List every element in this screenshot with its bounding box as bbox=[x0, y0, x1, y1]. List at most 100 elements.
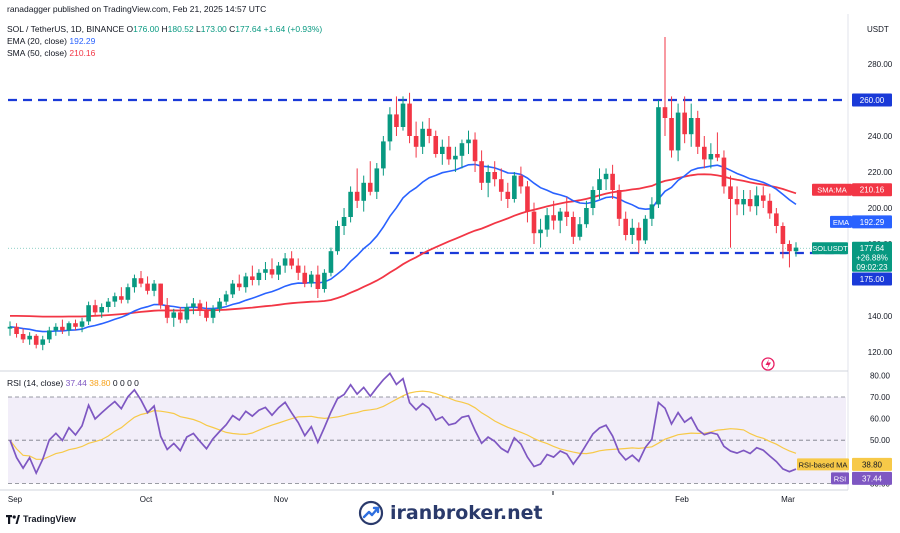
price-tick-label: 140.00 bbox=[868, 312, 893, 321]
candle-body bbox=[361, 182, 366, 201]
candle-body bbox=[629, 227, 635, 235]
rsi-ma-tag-value: 38.80 bbox=[862, 460, 883, 469]
candle-body bbox=[440, 146, 445, 154]
time-tick-label: Sep bbox=[8, 495, 23, 504]
candle-body bbox=[662, 107, 668, 118]
candle-body bbox=[328, 251, 334, 273]
candle-body bbox=[236, 283, 242, 288]
candle-body bbox=[557, 211, 563, 221]
candle-body bbox=[276, 265, 281, 275]
symbol-tag-label: SOLUSDT bbox=[812, 244, 848, 253]
candle-body bbox=[787, 244, 792, 252]
candle-body bbox=[33, 335, 39, 345]
rsi-tag-value: 37.44 bbox=[862, 474, 883, 483]
price-tick-label: 240.00 bbox=[868, 132, 893, 141]
candle-body bbox=[191, 303, 196, 307]
candle-body bbox=[230, 283, 235, 295]
candle-body bbox=[14, 326, 19, 334]
tradingview-icon bbox=[6, 514, 20, 524]
candle-body bbox=[669, 118, 674, 151]
rsi-tag-label-bg bbox=[831, 472, 849, 485]
candle-body bbox=[538, 229, 543, 234]
candle-body bbox=[73, 323, 78, 327]
candle-body bbox=[132, 278, 137, 288]
watermark-chart-icon bbox=[358, 500, 384, 526]
candle-body bbox=[747, 199, 753, 207]
candle-body bbox=[760, 195, 766, 201]
candle-body bbox=[86, 305, 91, 322]
rsi-tick-label: 80.00 bbox=[870, 371, 891, 380]
rsi-legend[interactable]: RSI (14, close) 37.44 38.80 0 0 0 0 bbox=[7, 378, 139, 388]
level-260-tag-bg bbox=[852, 93, 892, 107]
sma-tag-label: SMA:MA bbox=[817, 186, 847, 195]
candle-body bbox=[315, 274, 321, 289]
candle-body bbox=[151, 283, 157, 291]
ema-20-line bbox=[9, 163, 797, 333]
candle-body bbox=[741, 199, 746, 205]
candle-body bbox=[413, 136, 419, 147]
candle-body bbox=[223, 294, 229, 302]
tradingview-logo[interactable]: TradingView bbox=[6, 514, 76, 524]
candle-body bbox=[60, 326, 65, 331]
candle-body bbox=[571, 217, 576, 237]
ema-tag-label-bg bbox=[830, 215, 852, 228]
candle-body bbox=[335, 226, 340, 252]
candle-body bbox=[309, 274, 314, 284]
candle-body bbox=[302, 272, 308, 284]
time-tick-label: Nov bbox=[274, 495, 288, 504]
candle-body bbox=[374, 168, 380, 192]
candle-body bbox=[204, 310, 209, 318]
candle-body bbox=[243, 276, 249, 288]
candle-body bbox=[767, 200, 773, 214]
candle-body bbox=[564, 211, 570, 217]
candle-body bbox=[282, 258, 288, 266]
candle-body bbox=[774, 213, 779, 226]
watermark: iranbroker.net bbox=[358, 500, 543, 526]
symbol-tag-change: +26.88% bbox=[856, 254, 888, 263]
candle-body bbox=[407, 103, 412, 136]
candle-body bbox=[446, 146, 452, 160]
symbol-tag-price: 177.64 bbox=[860, 244, 885, 253]
candle-body bbox=[164, 305, 170, 318]
candle-body bbox=[453, 155, 458, 160]
symbol-title: SOL / TetherUS, 1D, BINANCE bbox=[7, 24, 125, 34]
candle-body bbox=[544, 215, 550, 230]
ema-legend[interactable]: EMA (20, close) 192.29 bbox=[7, 36, 96, 46]
candle-body bbox=[47, 330, 52, 340]
rsi-ma-tag-value-bg bbox=[852, 457, 892, 471]
candle-body bbox=[354, 191, 360, 201]
rsi-tag-label: RSI bbox=[834, 474, 847, 483]
candle-body bbox=[381, 141, 386, 169]
candle-body bbox=[492, 172, 497, 180]
candle-body bbox=[754, 195, 759, 207]
candle-body bbox=[649, 204, 655, 219]
price-tick-label: 280.00 bbox=[868, 60, 893, 69]
candle-body bbox=[341, 217, 347, 226]
sma-legend[interactable]: SMA (50, close) 210.16 bbox=[7, 48, 96, 58]
candle-body bbox=[577, 224, 583, 237]
candle-body bbox=[715, 154, 720, 158]
candle-body bbox=[518, 175, 524, 187]
candle-body bbox=[433, 136, 439, 154]
level-175-tag-bg bbox=[852, 272, 892, 286]
symbol-tag-value-bg bbox=[852, 241, 892, 272]
candle-body bbox=[92, 305, 98, 313]
candle-body bbox=[695, 118, 701, 147]
candle-body bbox=[603, 173, 609, 180]
candle-body bbox=[734, 199, 740, 205]
candle-body bbox=[525, 186, 530, 212]
candle-body bbox=[184, 307, 190, 320]
candle-body bbox=[394, 114, 399, 127]
candle-body bbox=[66, 323, 72, 331]
candle-body bbox=[702, 146, 707, 160]
candle-body bbox=[793, 247, 799, 252]
symbol-tag-label-bg bbox=[812, 242, 848, 255]
ema-tag-value: 192.29 bbox=[860, 218, 885, 227]
candle-body bbox=[27, 335, 32, 340]
candle-body bbox=[119, 296, 124, 300]
candle-body bbox=[590, 190, 596, 208]
candle-body bbox=[7, 326, 13, 329]
candle-body bbox=[728, 186, 733, 199]
